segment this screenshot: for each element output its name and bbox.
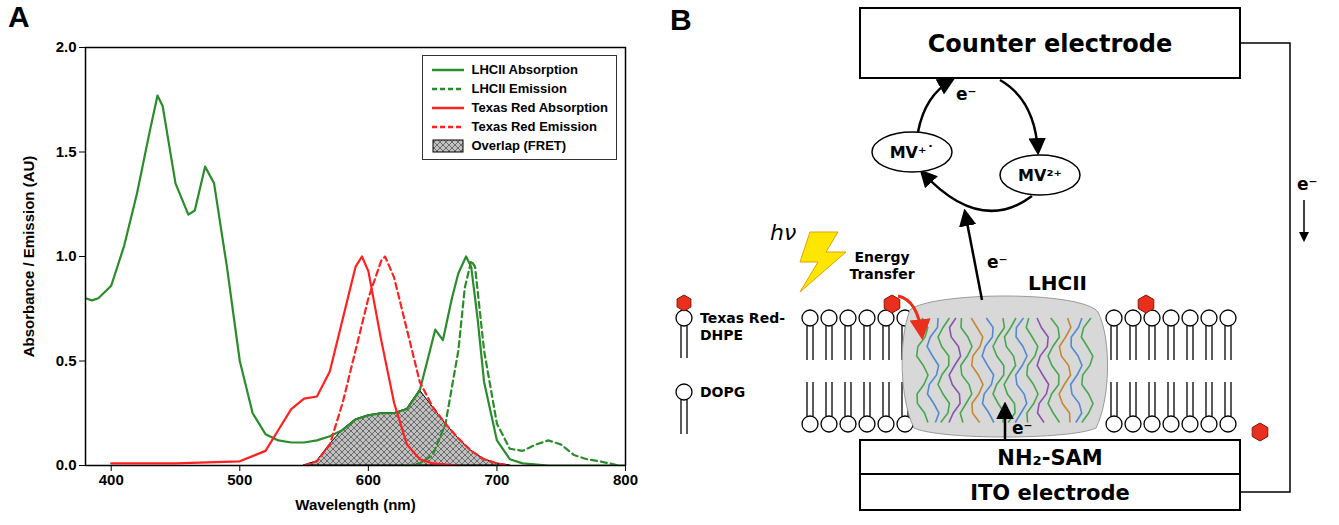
svg-text:ITO electrode: ITO electrode <box>970 481 1130 505</box>
html-text:Overlap (FRET): Overlap (FRET) <box>471 138 567 153</box>
svg-text:e⁻: e⁻ <box>956 84 977 104</box>
svg-text:B: B <box>670 3 692 36</box>
html-text:LHCII Absorption: LHCII Absorption <box>471 62 578 77</box>
html-text:Texas Red Absorption: Texas Red Absorption <box>471 100 608 115</box>
svg-text:Transfer: Transfer <box>849 266 914 282</box>
html-text:A: A <box>8 0 30 33</box>
svg-text:1.0: 1.0 <box>56 247 77 264</box>
svg-text:0.0: 0.0 <box>56 456 77 473</box>
svg-text:Counter electrode: Counter electrode <box>928 30 1172 58</box>
svg-text:DHPE: DHPE <box>700 327 743 343</box>
svg-text:e⁻: e⁻ <box>987 252 1008 272</box>
svg-text:Absorbance / Emission (AU): Absorbance / Emission (AU) <box>20 156 37 358</box>
svg-text:DOPG: DOPG <box>700 384 745 400</box>
svg-text:Energy: Energy <box>854 249 909 265</box>
html-text:LHCII Emission: LHCII Emission <box>471 81 567 96</box>
svg-text:800: 800 <box>613 471 638 488</box>
svg-text:e⁻: e⁻ <box>1297 174 1318 194</box>
svg-text:2.0: 2.0 <box>56 38 77 55</box>
svg-text:400: 400 <box>99 471 124 488</box>
svg-text:Wavelength (nm): Wavelength (nm) <box>295 496 415 513</box>
svg-text:LHCII: LHCII <box>1028 271 1087 295</box>
svg-text:NH₂-SAM: NH₂-SAM <box>997 446 1102 470</box>
svg-text:Texas Red-: Texas Red- <box>700 310 785 326</box>
svg-text:0.5: 0.5 <box>56 352 77 369</box>
svg-text:hν: hν <box>770 220 796 245</box>
svg-text:500: 500 <box>227 471 252 488</box>
svg-text:e⁻: e⁻ <box>1012 418 1033 438</box>
svg-text:700: 700 <box>484 471 509 488</box>
svg-text:1.5: 1.5 <box>56 143 77 160</box>
html-text:Texas Red Emission: Texas Red Emission <box>471 119 597 134</box>
svg-text:MV²⁺: MV²⁺ <box>1018 166 1062 185</box>
svg-text:600: 600 <box>356 471 381 488</box>
svg-text:MV⁺˙: MV⁺˙ <box>890 143 935 162</box>
